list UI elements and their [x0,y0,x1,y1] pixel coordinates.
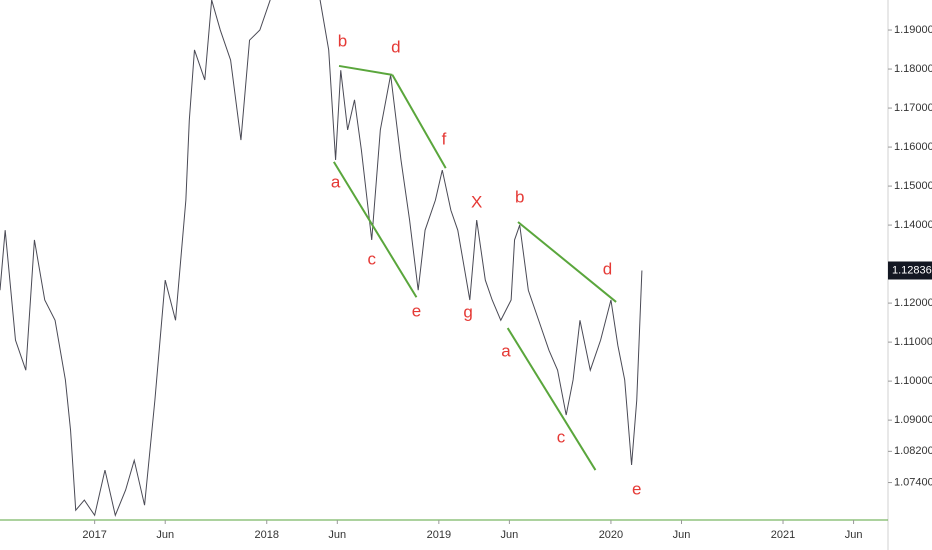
x-tick-label: Jun [328,529,346,541]
x-tick-label: Jun [501,529,519,541]
trendline [517,221,617,303]
price-line [0,0,643,517]
last-price-label: 1.12836 [892,264,932,276]
wave-label: c [557,428,566,447]
y-tick-label: 1.15000 [894,180,932,192]
trendline [391,74,447,169]
y-tick-label: 1.10000 [894,375,932,387]
y-tick-label: 1.17000 [894,102,932,114]
y-tick-label: 1.08200 [894,445,932,457]
wave-label: e [412,302,421,321]
y-tick-label: 1.12000 [894,297,932,309]
y-tick-label: 1.09000 [894,414,932,426]
x-tick-label: 2021 [771,529,795,541]
wave-label: c [367,250,376,269]
y-tick-label: 1.14000 [894,219,932,231]
wave-label: e [632,479,641,498]
y-tick-label: 1.07400 [894,476,932,488]
y-tick-label: 1.18000 [894,63,932,75]
wave-label: d [391,37,400,56]
x-tick-label: Jun [673,529,691,541]
plot-area [0,0,643,517]
wave-label: a [501,342,511,361]
x-tick-label: 2017 [82,529,106,541]
wave-label: d [603,259,612,278]
trendline [506,327,597,471]
x-tick-label: Jun [156,529,174,541]
y-tick-label: 1.16000 [894,141,932,153]
wave-label: b [515,188,524,207]
last-price-box [888,261,932,280]
wave-label: f [442,130,447,149]
trendline [338,64,393,76]
x-tick-label: 2019 [427,529,451,541]
y-tick-label: 1.11000 [894,336,932,348]
wave-label: a [331,172,341,191]
trendline [333,161,418,298]
y-tick-label: 1.19000 [894,24,932,36]
x-tick-label: Jun [845,529,863,541]
wave-label: b [338,32,347,51]
x-tick-label: 2020 [599,529,623,541]
wave-label: X [471,193,482,212]
x-tick-label: 2018 [255,529,279,541]
wave-label: g [463,303,472,322]
